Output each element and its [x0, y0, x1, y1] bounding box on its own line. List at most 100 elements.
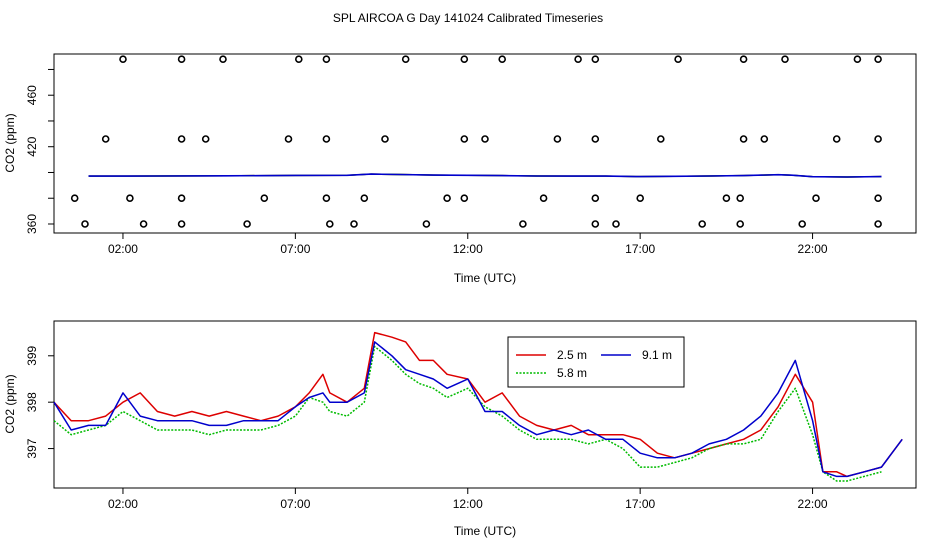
top-markers [70, 55, 882, 228]
top-x-axis-label: Time (UTC) [454, 271, 516, 285]
data-point-marker [101, 135, 110, 143]
data-point-marker [674, 55, 682, 64]
data-point-marker [322, 55, 331, 64]
data-point-marker [591, 135, 600, 143]
bottom-series-lines [53, 331, 903, 482]
panel-top-scatter: 02:00 07:00 12:00 17:00 22:00 360 420 460 Time… [3, 53, 917, 285]
data-point-marker [636, 194, 645, 202]
data-point-marker [874, 194, 882, 202]
bottom-x-axis-label: Time (UTC) [454, 524, 516, 538]
bottom-series-2-5m [53, 331, 903, 478]
data-point-marker [739, 135, 748, 143]
data-point-marker [460, 135, 469, 143]
top-x-axis: 02:00 07:00 12:00 17:00 22:00 [108, 233, 828, 256]
data-point-marker [698, 220, 707, 228]
y-tick-label: 399 [25, 345, 39, 365]
data-point-marker [853, 55, 862, 64]
data-point-marker [260, 194, 269, 202]
data-point-marker [591, 55, 600, 64]
data-point-marker [460, 194, 469, 202]
x-tick-label: 17:00 [625, 242, 655, 256]
data-point-marker [574, 55, 582, 64]
bottom-plot-frame [53, 320, 917, 489]
data-point-marker [832, 135, 841, 143]
top-y-axis-label: CO2 (ppm) [3, 113, 17, 172]
x-tick-label: 07:00 [280, 242, 310, 256]
data-point-marker [201, 135, 210, 143]
legend-box [507, 336, 685, 388]
data-point-marker [739, 55, 748, 64]
data-point-marker [177, 135, 186, 143]
y-tick-label: 420 [25, 136, 39, 156]
data-point-marker [612, 220, 620, 228]
data-point-marker [760, 135, 769, 143]
data-point-marker [294, 55, 303, 64]
data-point-marker [284, 135, 293, 143]
y-tick-label: 460 [25, 85, 39, 105]
x-tick-label: 12:00 [453, 497, 483, 511]
data-point-marker [656, 135, 665, 143]
data-point-marker [812, 194, 820, 202]
data-point-marker [539, 194, 548, 202]
x-tick-label: 02:00 [108, 242, 138, 256]
data-point-marker [443, 194, 451, 202]
data-point-marker [553, 135, 562, 143]
data-point-marker [81, 220, 89, 228]
data-point-marker [401, 55, 410, 64]
data-point-marker [119, 55, 127, 64]
data-point-marker [322, 135, 331, 143]
legend: 2.5 m 5.8 m 9.1 m [507, 336, 685, 388]
data-point-marker [519, 220, 527, 228]
data-point-marker [350, 220, 358, 228]
data-point-marker [177, 55, 186, 64]
data-point-marker [243, 220, 251, 228]
data-point-marker [722, 194, 731, 202]
data-point-marker [736, 194, 745, 202]
x-tick-label: 22:00 [798, 242, 828, 256]
bottom-y-axis-label: CO2 (ppm) [3, 374, 17, 433]
data-point-marker [874, 55, 882, 64]
data-point-marker [460, 55, 469, 64]
data-point-marker [591, 220, 600, 228]
data-point-marker [325, 220, 334, 228]
legend-label-9-1m: 9.1 m [642, 348, 672, 362]
data-point-marker [798, 220, 807, 228]
top-series-9-1m [88, 173, 882, 178]
bottom-x-axis: 02:00 07:00 12:00 17:00 22:00 [108, 488, 828, 511]
legend-label-2-5m: 2.5 m [557, 348, 587, 362]
x-tick-label: 02:00 [108, 497, 138, 511]
x-tick-label: 22:00 [798, 497, 828, 511]
data-point-marker [481, 135, 489, 143]
x-tick-label: 12:00 [453, 242, 483, 256]
data-point-marker [874, 135, 882, 143]
data-point-marker [781, 55, 789, 64]
data-point-marker [177, 194, 186, 202]
data-point-marker [381, 135, 389, 143]
data-point-marker [70, 194, 79, 202]
legend-label-5-8m: 5.8 m [557, 366, 587, 380]
top-plot-frame [53, 53, 917, 234]
x-tick-label: 07:00 [280, 497, 310, 511]
bottom-series-5-8m [53, 345, 882, 482]
y-tick-label: 398 [25, 392, 39, 412]
data-point-marker [422, 220, 431, 228]
data-point-marker [498, 55, 507, 64]
data-point-marker [126, 194, 134, 202]
data-point-marker [219, 55, 227, 64]
x-tick-label: 17:00 [625, 497, 655, 511]
data-point-marker [591, 194, 600, 202]
data-point-marker [360, 194, 369, 202]
data-point-marker [874, 220, 882, 228]
bottom-y-axis: 397 398 399 [25, 345, 54, 459]
y-tick-label: 397 [25, 438, 39, 458]
y-tick-label: 360 [25, 214, 39, 234]
data-point-marker [322, 194, 331, 202]
data-point-marker [177, 220, 186, 228]
data-point-marker [139, 220, 148, 228]
top-series-lines [88, 173, 882, 178]
panel-bottom-line: 02:00 07:00 12:00 17:00 22:00 397 398 399 Time… [3, 320, 917, 538]
bottom-series-9-1m [53, 341, 903, 478]
data-point-marker [736, 220, 745, 228]
